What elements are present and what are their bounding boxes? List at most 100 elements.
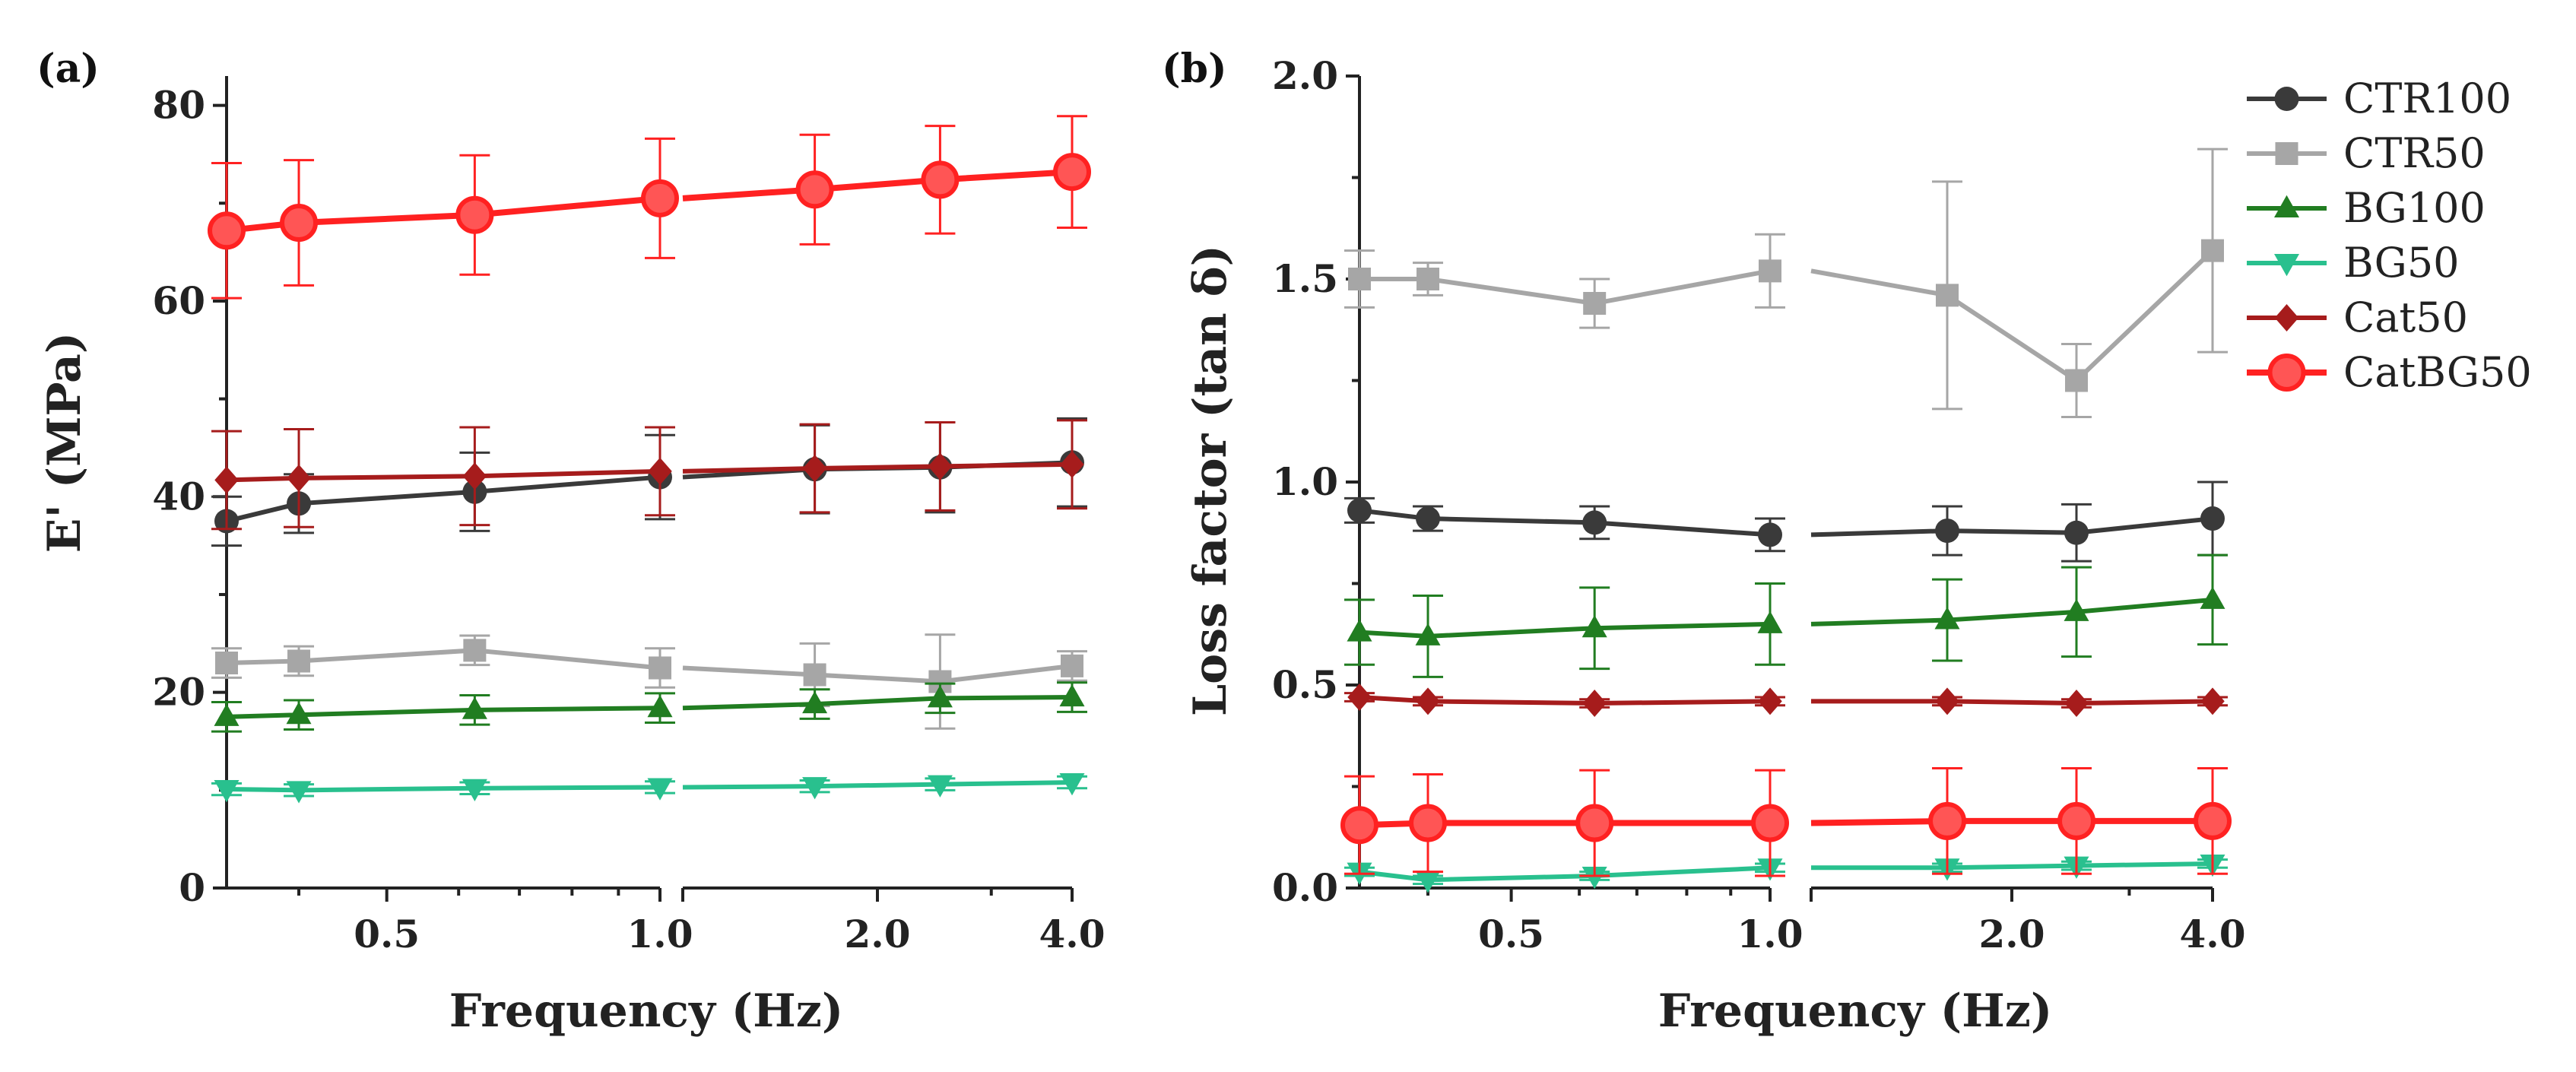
data-point [1575, 804, 1614, 842]
data-point [462, 779, 487, 802]
x-tick-label: 2.0 [1979, 912, 2045, 956]
data-point [1751, 804, 1789, 842]
data-point [928, 452, 953, 480]
legend-label: Cat50 [2343, 293, 2468, 341]
data-point [802, 777, 828, 800]
series-CatBG50 [208, 115, 1091, 300]
x-tick-label: 1.0 [627, 912, 693, 956]
axes-1: 0.0 0.5 1.0 1.5 2.0 0.5 1.0 2.0 4.0 [1272, 53, 2246, 956]
data-point [286, 701, 312, 725]
data-point [803, 663, 826, 687]
x-tick-label: 0.5 [1478, 912, 1544, 956]
series-line-segment-2 [1810, 597, 2213, 626]
data-point [287, 649, 311, 673]
x-tick-label: 4.0 [1039, 912, 1106, 956]
series-line-segment-2 [1810, 817, 2213, 826]
legend-label: CatBG50 [2343, 348, 2532, 396]
data-point [1059, 683, 1085, 707]
data-point [280, 204, 319, 243]
legend-label: CTR50 [2343, 129, 2486, 177]
series-line-segment-2 [1811, 861, 2213, 871]
panel-a: (a) Frequency (Hz) E' (MPa) 0 20 40 60 80 0.5… [36, 46, 1106, 1038]
data-point [1928, 801, 1967, 840]
data-point [647, 778, 673, 801]
panel-b: (b) Frequency (Hz) Loss factor (tan δ) 0… [1162, 46, 2246, 1038]
legend-marker [2267, 354, 2306, 392]
series-line-segment-2 [1811, 699, 2213, 706]
series-line-segment-2 [682, 461, 1073, 474]
series-Cat50 [1344, 683, 2228, 718]
x-tick-label: 1.0 [1737, 912, 1804, 956]
data-point [215, 652, 238, 675]
data-point [1582, 510, 1607, 535]
legend-marker [2274, 195, 2299, 217]
data-point [1936, 284, 1959, 307]
data-point [1415, 871, 1441, 893]
data-point [2064, 598, 2089, 621]
y-axis-title-a: E' (MPa) [38, 332, 91, 553]
data-point [802, 690, 828, 714]
data-point [647, 694, 673, 718]
series-line-segment-1 [226, 648, 661, 671]
data-point [2064, 690, 2089, 718]
x-tick-label: 4.0 [2180, 912, 2246, 956]
series-line-segment-2 [682, 780, 1073, 790]
legend-label: BG50 [2343, 239, 2460, 287]
data-point [2064, 369, 2088, 392]
data-point [1934, 607, 1960, 630]
data-point [463, 639, 487, 662]
series-line-segment-1 [1359, 621, 1771, 639]
y-tick-label: 1.5 [1272, 256, 1338, 301]
data-point [1581, 614, 1607, 638]
y-tick-label: 0 [179, 865, 205, 910]
data-point [286, 781, 312, 804]
data-point [462, 462, 487, 490]
legend-marker [2274, 87, 2299, 111]
data-point [2194, 801, 2232, 840]
data-point [214, 780, 240, 803]
y-tick-label: 80 [152, 83, 205, 128]
data-point [2057, 801, 2095, 840]
legend-entry-BG50: BG50 [2247, 239, 2460, 287]
data-point [462, 696, 487, 719]
data-point [2200, 506, 2225, 531]
series-line-segment-1 [1359, 865, 1771, 883]
axes-0: 0 20 40 60 80 0.5 1.0 2.0 4.0 [152, 76, 1106, 956]
y-tick-label: 1.0 [1272, 459, 1338, 504]
legend-marker [2275, 142, 2298, 165]
data-point [1582, 690, 1607, 718]
data-point [1416, 687, 1440, 715]
series-line-segment-1 [226, 706, 661, 719]
data-point [214, 703, 240, 726]
series-line-segment-1 [1359, 268, 1771, 306]
series-line-segment-2 [1810, 249, 2215, 384]
series-line-segment-2 [682, 695, 1073, 711]
data-point [1759, 259, 1781, 283]
series-CTR50 [211, 633, 1087, 730]
data-point [455, 195, 494, 234]
data-point [1583, 292, 1607, 316]
data-point [2200, 687, 2225, 715]
series-BG100 [1344, 553, 2228, 678]
data-point [1935, 687, 1959, 715]
panel-label-a: (a) [36, 46, 100, 92]
data-point [928, 670, 952, 693]
legend-entry-Cat50: Cat50 [2247, 293, 2468, 341]
legend: CTR100 CTR50 BG100 BG50 Cat50 CatBG50 [2247, 75, 2532, 396]
panel-label-b: (b) [1162, 46, 1227, 92]
series-CatBG50 [1340, 766, 2232, 877]
data-point [2201, 239, 2224, 262]
data-point [1059, 773, 1085, 796]
series-line-segment-1 [1359, 820, 1770, 829]
series-line-segment-2 [1810, 516, 2213, 538]
y-tick-label: 0.0 [1272, 865, 1338, 910]
data-point [921, 160, 960, 199]
data-point [1053, 153, 1091, 192]
legend-entry-CTR100: CTR100 [2247, 75, 2511, 122]
data-point [1758, 687, 1782, 715]
data-point [1060, 450, 1084, 478]
y-tick-label: 0.5 [1272, 662, 1338, 707]
series-CTR100 [211, 417, 1087, 547]
series-line-segment-2 [682, 169, 1073, 201]
series-line-segment-1 [226, 468, 661, 483]
